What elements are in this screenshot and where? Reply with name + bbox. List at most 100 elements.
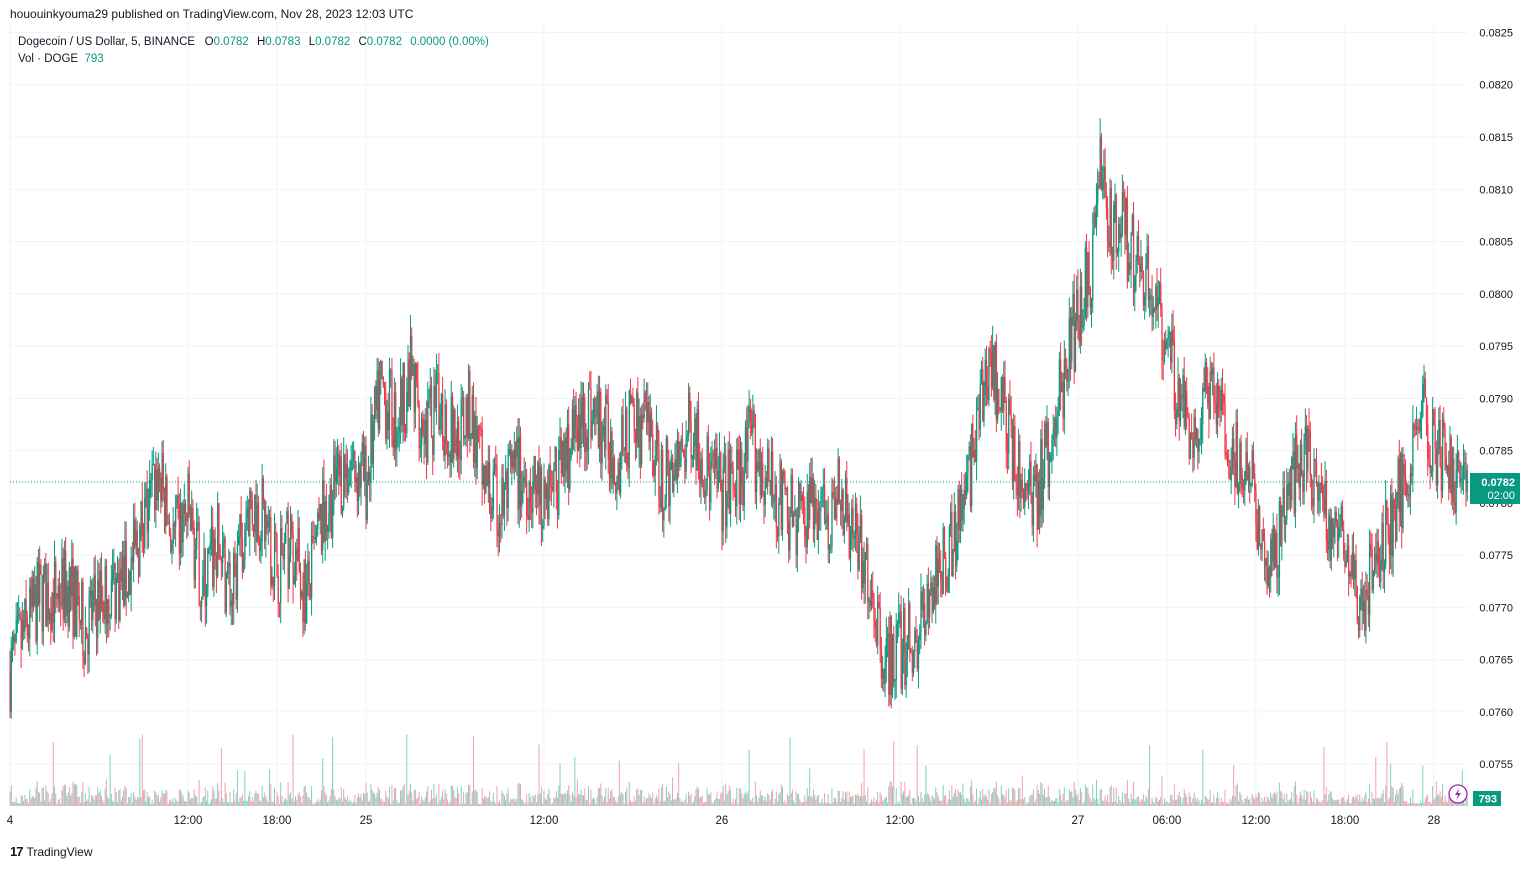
candle-body — [1289, 482, 1292, 501]
candle-body — [596, 391, 598, 417]
candle-body — [1317, 482, 1319, 501]
candle-body — [1062, 381, 1064, 418]
candle-body — [1020, 479, 1022, 498]
candle-body — [1174, 409, 1177, 425]
candle-body — [226, 566, 229, 574]
legend-symbol[interactable]: Dogecoin / US Dollar, 5, BINANCE — [18, 36, 196, 48]
candle-body — [1355, 560, 1357, 587]
candle-body — [1008, 398, 1010, 454]
candle-body — [61, 557, 63, 606]
candle-body — [270, 516, 272, 586]
candle-body — [720, 453, 722, 490]
candle-body — [178, 504, 181, 554]
candle-body — [420, 418, 423, 447]
candle-body — [1130, 233, 1132, 270]
candle-body — [212, 526, 214, 588]
candle-body — [1167, 334, 1169, 340]
candle-body — [31, 578, 33, 608]
candle-body — [1229, 462, 1231, 480]
candle-body — [1381, 523, 1383, 560]
legend-volume-label[interactable]: Vol · DOGE — [18, 53, 79, 65]
candle-body — [835, 498, 837, 519]
candle-body — [645, 401, 648, 423]
candle-body — [844, 477, 847, 519]
candle-body — [256, 503, 258, 542]
candle-body — [179, 502, 182, 554]
tradingview-footer[interactable]: 17 TradingView — [10, 844, 93, 859]
candle-body — [1288, 482, 1290, 496]
candle-body — [1118, 224, 1120, 252]
candle-body — [906, 635, 909, 660]
candle-body — [413, 364, 415, 413]
candle-body — [1286, 484, 1288, 521]
candle-body — [1092, 232, 1094, 301]
candle-body — [901, 653, 904, 689]
candle-body — [414, 362, 417, 413]
candle-body — [215, 555, 218, 576]
candle-body — [842, 490, 844, 536]
candle-body — [29, 587, 31, 639]
candle-body — [186, 512, 188, 521]
candle-body — [177, 495, 179, 505]
candle-body — [1015, 474, 1017, 483]
candle-body — [1383, 564, 1386, 573]
candle-body — [1406, 483, 1408, 496]
candle-body — [774, 484, 776, 502]
candle-body — [430, 385, 433, 436]
candle-body — [1433, 409, 1435, 426]
candle-body — [896, 623, 899, 625]
candle-body — [1085, 247, 1088, 308]
candle-body — [194, 549, 197, 580]
candle-body — [11, 642, 14, 648]
candle-body — [623, 448, 625, 450]
candle-body — [129, 571, 131, 595]
candle-body — [581, 397, 583, 428]
candle-body — [329, 484, 331, 514]
candle-body — [1352, 552, 1355, 580]
candle-body — [83, 656, 85, 664]
candle-body — [1050, 454, 1052, 462]
candle-body — [563, 440, 565, 477]
candle-body — [843, 518, 846, 536]
candle-body — [1313, 458, 1315, 507]
candle-body — [1310, 475, 1313, 498]
candle-body — [556, 492, 559, 516]
candle-body — [879, 607, 881, 649]
candle-body — [1010, 414, 1012, 425]
candle-body — [491, 510, 493, 518]
candle-body — [184, 503, 187, 513]
candle-body — [1077, 289, 1079, 328]
candle-body — [547, 484, 549, 519]
candle-body — [534, 456, 537, 490]
candle-body — [1272, 525, 1274, 562]
candle-body — [315, 529, 318, 538]
candle-body — [1043, 423, 1046, 478]
candle-body — [660, 449, 663, 508]
candle-body — [980, 368, 983, 385]
candle-body — [1315, 460, 1318, 483]
candle-body — [642, 414, 644, 419]
candle-body — [797, 483, 800, 520]
candle-body — [385, 393, 387, 439]
candle-body — [240, 514, 242, 539]
candle-body — [1137, 236, 1140, 264]
candle-body — [1200, 424, 1203, 438]
candle-body — [1434, 425, 1436, 449]
candle-body — [507, 454, 509, 509]
candle-body — [155, 469, 157, 511]
candle-body — [1263, 540, 1266, 566]
candle-body — [597, 391, 600, 448]
candle-body — [545, 484, 548, 499]
candle-body — [160, 477, 162, 501]
candle-body — [715, 447, 717, 469]
candle-body — [940, 570, 942, 582]
candle-body — [779, 461, 781, 504]
lightning-icon[interactable] — [1448, 784, 1468, 804]
candle-body — [697, 408, 700, 462]
candle-body — [481, 429, 483, 485]
legend-volume: 793 — [84, 53, 104, 65]
candle-body — [870, 590, 873, 607]
candle-body — [273, 531, 276, 586]
